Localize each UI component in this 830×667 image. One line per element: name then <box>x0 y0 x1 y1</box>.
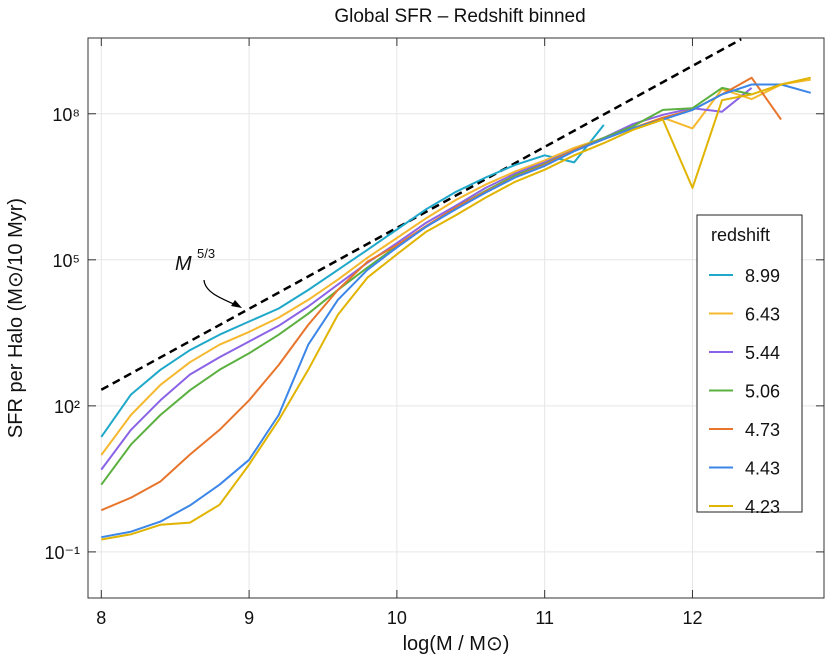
legend-label: 4.73 <box>745 420 780 440</box>
x-tick-label: 8 <box>96 608 106 628</box>
x-tick-label: 11 <box>535 608 554 628</box>
x-tick-label: 10 <box>387 608 407 628</box>
x-tick-label: 9 <box>244 608 254 628</box>
legend-label: 5.06 <box>745 382 780 402</box>
series-line <box>100 87 753 471</box>
legend-label: 4.23 <box>745 497 780 517</box>
annotation-arrow <box>203 279 237 306</box>
legend-label: 6.43 <box>745 305 780 325</box>
annotation-superscript: 5/3 <box>197 246 215 261</box>
y-tick-label: 10⁻¹ <box>44 543 80 563</box>
series-line <box>100 86 752 486</box>
legend-title: redshift <box>711 225 770 245</box>
y-tick-label: 10² <box>54 397 80 417</box>
series-line <box>100 76 782 512</box>
series-line <box>100 124 605 438</box>
legend-box <box>696 214 803 513</box>
annotation-label: M <box>175 253 192 275</box>
x-axis-label: log(M / M⊙) <box>403 633 510 655</box>
y-axis-label: SFR per Halo (M⊙/10 Myr) <box>5 198 27 438</box>
annotation-arrowhead <box>231 300 242 308</box>
series-line <box>101 83 811 539</box>
reference-line <box>100 38 742 391</box>
y-tick-label: 10⁵ <box>53 251 80 271</box>
y-tick-label: 10⁸ <box>52 105 80 125</box>
legend-label: 5.44 <box>745 343 780 363</box>
legend-label: 4.43 <box>745 459 780 479</box>
plot-frame <box>87 37 825 599</box>
series-line <box>100 78 811 456</box>
legend-label: 8.99 <box>745 266 780 286</box>
x-tick-label: 12 <box>682 608 702 628</box>
chart-title: Global SFR – Redshift binned <box>334 6 585 27</box>
series-line <box>101 76 811 541</box>
